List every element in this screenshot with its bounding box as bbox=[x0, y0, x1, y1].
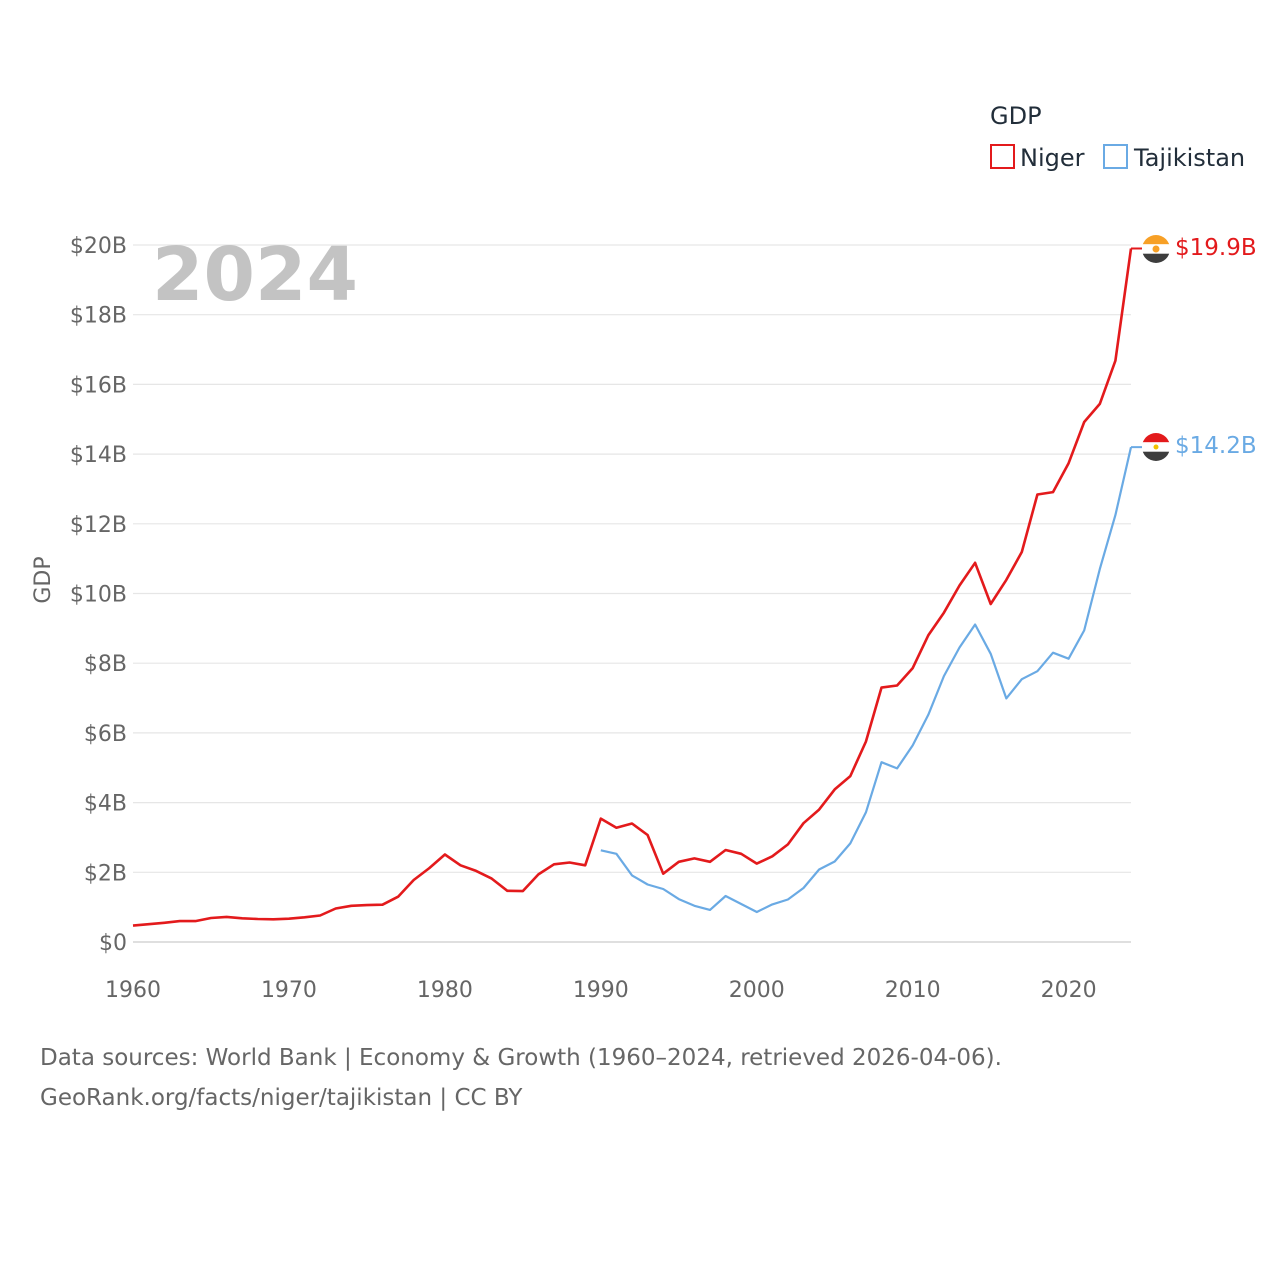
y-tick-label: $0 bbox=[99, 931, 127, 956]
legend-label-niger[interactable]: Niger bbox=[1020, 144, 1085, 172]
series-line-niger[interactable] bbox=[132, 248, 1133, 927]
tajikistan-flag-icon bbox=[1142, 433, 1170, 461]
x-tick-label: 1970 bbox=[261, 978, 317, 1003]
y-tick-label: $18B bbox=[70, 304, 127, 329]
y-tick-label: $8B bbox=[84, 652, 127, 677]
y-tick-label: $4B bbox=[84, 792, 127, 817]
x-tick-label: 2020 bbox=[1041, 978, 1097, 1003]
y-axis-ticks: $0 $2B $4B $6B $8B $10B $12B $14B $16B $18B $20B bbox=[70, 234, 127, 956]
y-axis-label: GDP bbox=[31, 556, 56, 603]
x-tick-label: 2010 bbox=[885, 978, 941, 1003]
y-tick-label: $16B bbox=[70, 373, 127, 398]
y-tick-label: $10B bbox=[70, 583, 127, 608]
legend-title: GDP bbox=[990, 102, 1042, 130]
niger-flag-icon bbox=[1142, 235, 1170, 263]
tajikistan-end-value: $14.2B bbox=[1175, 433, 1257, 459]
x-tick-label: 1990 bbox=[573, 978, 629, 1003]
y-tick-label: $20B bbox=[70, 234, 127, 259]
y-tick-label: $6B bbox=[84, 722, 127, 747]
x-axis-ticks: 1960 1970 1980 1990 2000 2010 2020 bbox=[105, 978, 1097, 1003]
x-tick-label: 1960 bbox=[105, 978, 161, 1003]
source-url: GeoRank.org/facts/niger/tajikistan | CC … bbox=[40, 1085, 523, 1111]
y-tick-label: $12B bbox=[70, 513, 127, 538]
y-tick-label: $2B bbox=[84, 861, 127, 886]
legend-label-tajikistan[interactable]: Tajikistan bbox=[1133, 144, 1245, 172]
y-tick-label: $14B bbox=[70, 443, 127, 468]
year-label: 2024 bbox=[152, 232, 358, 318]
legend-swatch-tajikistan[interactable] bbox=[1103, 144, 1128, 169]
gridlines bbox=[133, 244, 1131, 943]
series-lines bbox=[132, 247, 1142, 927]
x-tick-label: 2000 bbox=[729, 978, 785, 1003]
legend-swatch-niger[interactable] bbox=[990, 144, 1015, 169]
legend: GDP Niger Tajikistan bbox=[990, 102, 1245, 172]
source-note: Data sources: World Bank | Economy & Gro… bbox=[40, 1045, 1002, 1071]
series-line-tajikistan[interactable] bbox=[600, 446, 1133, 914]
x-tick-label: 1980 bbox=[417, 978, 473, 1003]
niger-end-value: $19.9B bbox=[1175, 235, 1257, 261]
